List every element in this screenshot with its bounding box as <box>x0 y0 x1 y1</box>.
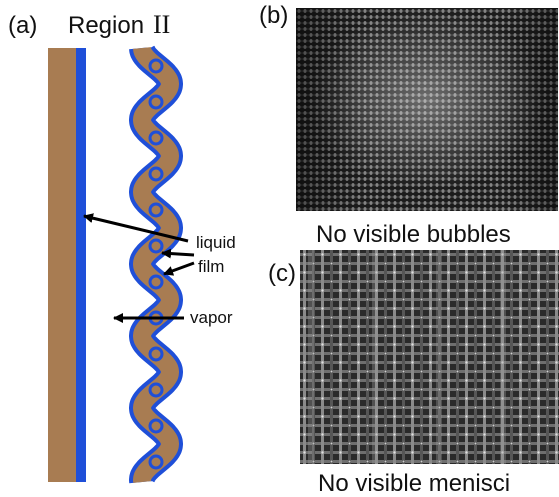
wire-bump <box>148 274 164 290</box>
panel-b-caption: No visible bubbles <box>316 221 511 248</box>
wire-bump <box>148 58 164 74</box>
wire-bump <box>148 238 164 254</box>
annotation-film: film <box>198 257 225 276</box>
wire-bump <box>148 418 164 434</box>
wavy-mesh-wall <box>133 41 179 489</box>
wire-bump <box>148 382 164 398</box>
panel-a-title-numeral: II <box>153 10 171 39</box>
liquid-arrow <box>83 213 189 243</box>
annotation-vapor: vapor <box>190 308 233 327</box>
flat-wall <box>48 48 76 482</box>
flat-wall-liquid-film <box>76 48 86 482</box>
bubble-micrograph <box>296 8 558 211</box>
panel-b-label: (b) <box>259 2 289 29</box>
wire-bump <box>148 202 164 218</box>
panel-c-caption: No visible menisci <box>318 470 511 497</box>
mesh-wire-bumps <box>148 58 164 470</box>
film-arrow-lower <box>163 261 195 276</box>
wire-bump <box>148 346 164 362</box>
wire-bump <box>148 130 164 146</box>
panel-a-label: (a) <box>8 12 38 39</box>
panel-c-label: (c) <box>268 260 296 287</box>
wire-bump <box>148 454 164 470</box>
menisci-micrograph <box>300 250 559 464</box>
wire-bump <box>148 94 164 110</box>
wire-bump <box>148 166 164 182</box>
film-arrow-upper <box>161 248 195 259</box>
panel-a-title-word: Region <box>68 12 145 39</box>
annotation-liquid: liquid <box>196 233 236 252</box>
